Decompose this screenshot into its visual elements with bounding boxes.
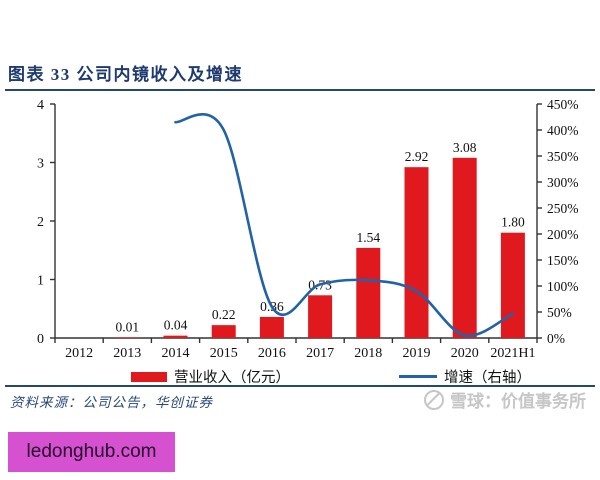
- combo-chart-svg: 0 1 2 3 4 0% 50% 100% 150% 200% 250% 300% 350% 400% 45…: [37, 97, 579, 361]
- svg-text:2016: 2016: [258, 346, 286, 361]
- svg-text:450%: 450%: [547, 97, 579, 112]
- svg-text:150%: 150%: [547, 253, 579, 268]
- revenue-bar: [211, 325, 236, 338]
- revenue-bar: [308, 295, 333, 338]
- xueqiu-logo-icon: [424, 389, 444, 410]
- title-divider: [5, 89, 595, 91]
- chart-title: 图表 33 公司内镜收入及增速: [8, 65, 243, 84]
- revenue-bar: [259, 316, 284, 338]
- watermark: 雪球：价值事务所: [424, 387, 586, 412]
- revenue-bar: [163, 335, 188, 338]
- bottom-divider: [5, 385, 595, 387]
- bar-value-label: 0.01: [115, 319, 139, 334]
- svg-text:100%: 100%: [547, 279, 579, 294]
- svg-text:2014: 2014: [162, 346, 190, 361]
- svg-text:2013: 2013: [113, 346, 141, 361]
- site-badge: ledonghub.com: [8, 432, 175, 472]
- chart-legend: 营业收入（亿元） 增速（右轴）: [0, 366, 600, 386]
- svg-text:2019: 2019: [403, 346, 431, 361]
- svg-text:300%: 300%: [547, 175, 579, 190]
- svg-text:200%: 200%: [547, 227, 579, 242]
- svg-text:350%: 350%: [547, 149, 579, 164]
- svg-text:50%: 50%: [547, 305, 572, 320]
- revenue-swatch-icon: [131, 371, 167, 382]
- revenue-bars: 0.01 0.040.220.360.731.542.923.081.80: [115, 140, 525, 338]
- x-axis-labels: 2012 2013 2014 2015 2016 2017 2018 2019 2020 2021…: [65, 346, 535, 361]
- svg-text:2020: 2020: [451, 346, 479, 361]
- svg-text:250%: 250%: [547, 201, 579, 216]
- left-axis-labels: 0 1 2 3 4: [37, 98, 44, 347]
- revenue-bar: [500, 232, 525, 338]
- svg-text:4: 4: [37, 98, 44, 113]
- svg-text:2018: 2018: [354, 346, 382, 361]
- bar-value-label: 2.92: [405, 149, 429, 164]
- source-note: 资料来源：公司公告，华创证券: [10, 395, 213, 410]
- watermark-text: 雪球：价值事务所: [450, 392, 586, 411]
- revenue-bar: [404, 167, 429, 338]
- svg-text:3: 3: [37, 157, 44, 172]
- svg-text:2012: 2012: [65, 346, 93, 361]
- svg-text:400%: 400%: [547, 123, 579, 138]
- growth-line-swatch-icon: [399, 375, 437, 378]
- combo-chart: 0 1 2 3 4 0% 50% 100% 150% 200% 250% 300% 350% 400% 45…: [0, 95, 600, 385]
- svg-text:2015: 2015: [210, 346, 238, 361]
- right-axis-labels: 0% 50% 100% 150% 200% 250% 300% 350% 400% 450%: [547, 97, 579, 346]
- svg-text:2021H1: 2021H1: [490, 346, 535, 361]
- svg-text:2: 2: [37, 215, 44, 230]
- bar-value-label: 1.54: [356, 230, 380, 245]
- legend-growth-label: 增速（右轴）: [444, 370, 531, 386]
- legend-revenue-label: 营业收入（亿元）: [174, 370, 290, 386]
- bar-value-label: 3.08: [453, 140, 477, 155]
- bar-value-label: 0.22: [212, 307, 236, 322]
- bar-value-label: 1.80: [501, 215, 525, 230]
- revenue-bar: [356, 247, 381, 338]
- growth-line: [174, 113, 515, 337]
- revenue-bar: [452, 157, 477, 338]
- svg-text:0%: 0%: [547, 331, 565, 346]
- revenue-bar: [115, 337, 140, 338]
- svg-text:1: 1: [37, 274, 44, 289]
- svg-text:2017: 2017: [306, 346, 334, 361]
- legend-item-growth: 增速（右轴）: [399, 366, 531, 387]
- site-badge-text: ledonghub.com: [26, 441, 157, 462]
- svg-text:0: 0: [37, 332, 44, 347]
- bar-value-label: 0.04: [164, 318, 188, 333]
- legend-item-revenue: 营业收入（亿元）: [131, 366, 290, 387]
